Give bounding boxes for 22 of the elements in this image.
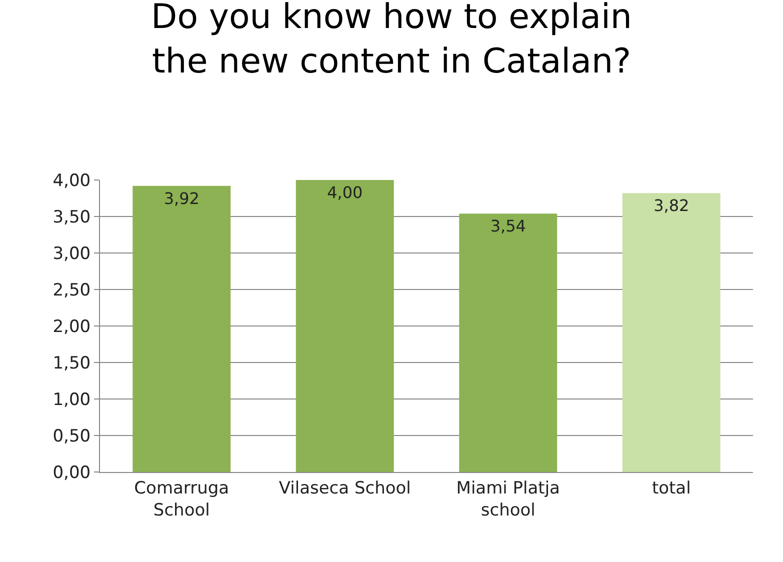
y-tick-label: 3,00 — [52, 244, 91, 264]
x-tick-label: Vilaseca School — [278, 478, 411, 498]
data-label: 4,00 — [327, 183, 363, 202]
y-tick-label: 0,50 — [52, 426, 91, 446]
bar — [132, 186, 231, 472]
y-tick-label: 2,00 — [52, 316, 91, 337]
data-label: 3,82 — [654, 196, 690, 216]
x-tick-label: total — [652, 478, 691, 498]
data-label: 3,54 — [490, 216, 526, 236]
bar — [296, 180, 394, 472]
y-tick-label: 2,50 — [52, 280, 91, 300]
data-label: 3,92 — [164, 188, 200, 208]
y-tick-label: 3,50 — [52, 207, 91, 228]
bar — [459, 214, 558, 472]
y-tick-label: 0,00 — [52, 462, 91, 483]
x-tick-label: Comarruga School — [134, 478, 230, 520]
bar — [622, 193, 720, 472]
y-tick-label: 1,00 — [52, 390, 91, 410]
y-tick-label: 1,50 — [52, 353, 91, 374]
y-tick-label: 4,00 — [52, 170, 91, 191]
chart-title: Do you know how to explain the new content in Catalan? — [151, 0, 632, 82]
x-tick-label: Miami Platja school — [456, 478, 560, 520]
